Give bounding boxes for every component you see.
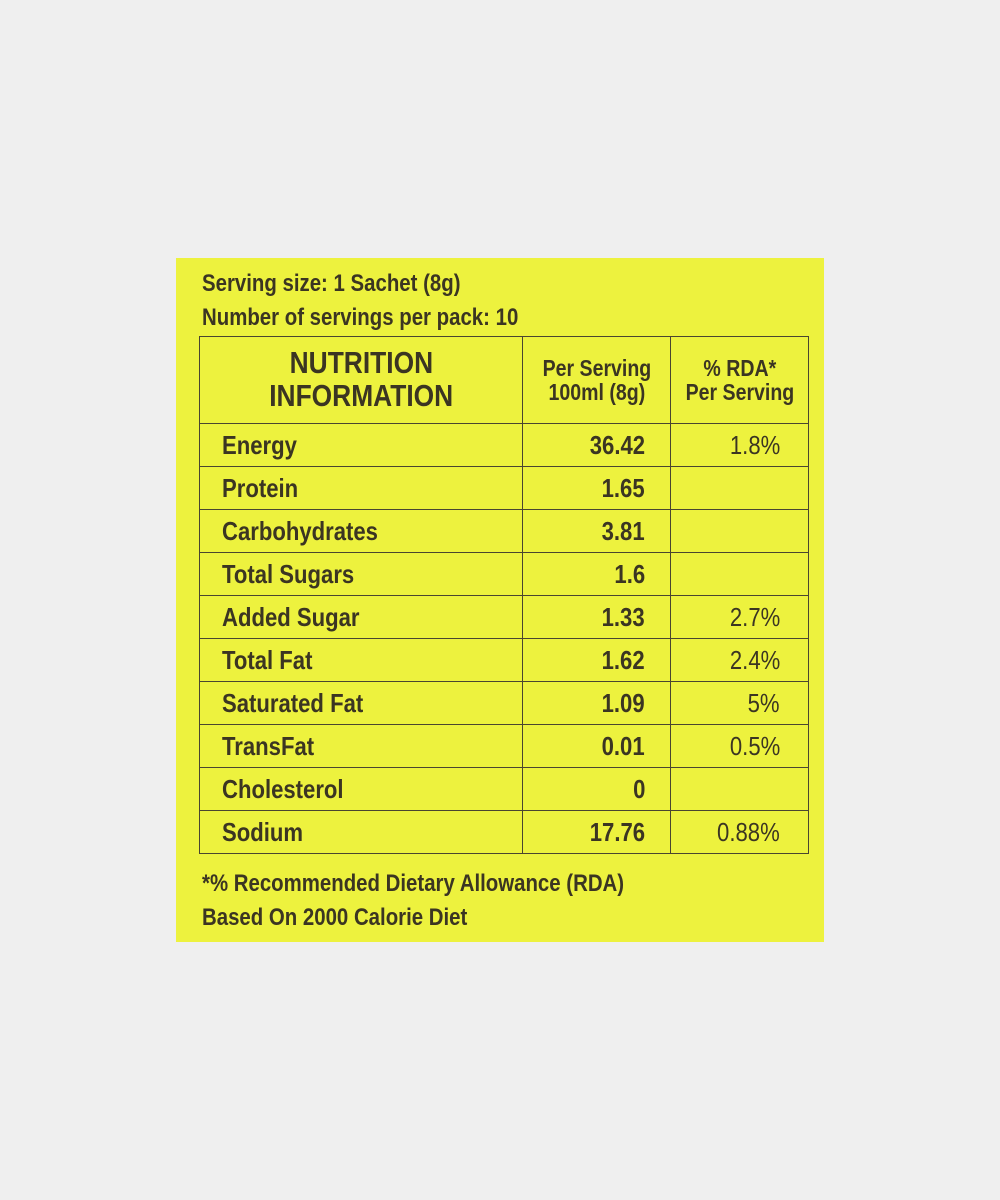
servings-per-pack: Number of servings per pack: 10 [202,304,519,331]
per-serving-value-cell: 36.42 [522,423,671,467]
per-serving-value: 3.81 [601,515,645,546]
table-row: Carbohydrates 3.81 [199,509,809,553]
per-serving-value-cell: 0 [522,767,671,811]
nutrient-name: Saturated Fat [222,687,364,718]
per-serving-value: 1.6 [614,558,645,589]
per-serving-value: 1.09 [601,687,645,718]
header-per-serving: Per Serving 100ml (8g) [522,336,671,424]
header-rda: % RDA* Per Serving [670,336,809,424]
rda-value-cell [670,466,809,510]
nutrient-name: Total Fat [222,644,313,675]
per-serving-value: 0.01 [601,730,645,761]
per-serving-value-cell: 1.09 [522,681,671,725]
nutrient-name-cell: Protein [199,466,523,510]
footnote-calorie-diet: Based On 2000 Calorie Diet [202,904,468,931]
table-row: Sodium 17.76 0.88% [199,810,809,854]
table-row: Cholesterol 0 [199,767,809,811]
nutrient-name-cell: Sodium [199,810,523,854]
nutrient-name-cell: Total Fat [199,638,523,682]
per-serving-value: 1.33 [601,601,645,632]
rda-value-cell: 5% [670,681,809,725]
table-row: Energy 36.42 1.8% [199,423,809,467]
rda-value: 2.4% [729,644,780,675]
nutrient-name: Protein [222,472,299,503]
nutrient-name: Total Sugars [222,558,355,589]
rda-value-cell [670,767,809,811]
nutrient-name-cell: Saturated Fat [199,681,523,725]
nutrient-name: Cholesterol [222,773,344,804]
nutrient-name-cell: Added Sugar [199,595,523,639]
nutrient-name-cell: Cholesterol [199,767,523,811]
table-header-row: NUTRITION INFORMATION Per Serving 100ml … [199,336,809,424]
per-serving-value: 1.65 [601,472,645,503]
nutrient-name-cell: TransFat [199,724,523,768]
table-row: Saturated Fat 1.09 5% [199,681,809,725]
nutrient-name: Carbohydrates [222,515,378,546]
table-row: TransFat 0.01 0.5% [199,724,809,768]
per-serving-value-cell: 1.33 [522,595,671,639]
per-serving-value: 17.76 [589,816,645,847]
nutrient-name-cell: Energy [199,423,523,467]
rda-value-cell: 2.7% [670,595,809,639]
header-nutrition-information: NUTRITION INFORMATION [199,336,523,424]
nutrient-name: Added Sugar [222,601,360,632]
table-row: Protein 1.65 [199,466,809,510]
per-serving-value-cell: 1.6 [522,552,671,596]
nutrient-name: TransFat [222,730,315,761]
per-serving-value-cell: 0.01 [522,724,671,768]
per-serving-value-cell: 1.65 [522,466,671,510]
per-serving-value-cell: 1.62 [522,638,671,682]
nutrient-name-cell: Total Sugars [199,552,523,596]
per-serving-value: 1.62 [601,644,645,675]
rda-value-cell: 2.4% [670,638,809,682]
rda-value: 2.7% [729,601,780,632]
nutrition-label: Serving size: 1 Sachet (8g) Number of se… [176,258,824,942]
table-row: Added Sugar 1.33 2.7% [199,595,809,639]
nutrient-name-cell: Carbohydrates [199,509,523,553]
rda-value: 0.88% [717,816,780,847]
per-serving-value-cell: 17.76 [522,810,671,854]
rda-value: 5% [748,687,780,718]
per-serving-value-cell: 3.81 [522,509,671,553]
nutrient-name: Sodium [222,816,304,847]
rda-value-cell [670,509,809,553]
rda-value-cell [670,552,809,596]
per-serving-value: 0 [632,773,645,804]
rda-value: 0.5% [729,730,780,761]
rda-value-cell: 0.5% [670,724,809,768]
table-row: Total Fat 1.62 2.4% [199,638,809,682]
per-serving-value: 36.42 [589,429,645,460]
rda-value-cell: 0.88% [670,810,809,854]
footnote-rda: *% Recommended Dietary Allowance (RDA) [202,870,625,897]
table-row: Total Sugars 1.6 [199,552,809,596]
rda-value: 1.8% [729,429,780,460]
rda-value-cell: 1.8% [670,423,809,467]
serving-size: Serving size: 1 Sachet (8g) [202,270,461,297]
nutrition-table: NUTRITION INFORMATION Per Serving 100ml … [199,336,809,854]
nutrient-name: Energy [222,429,297,460]
